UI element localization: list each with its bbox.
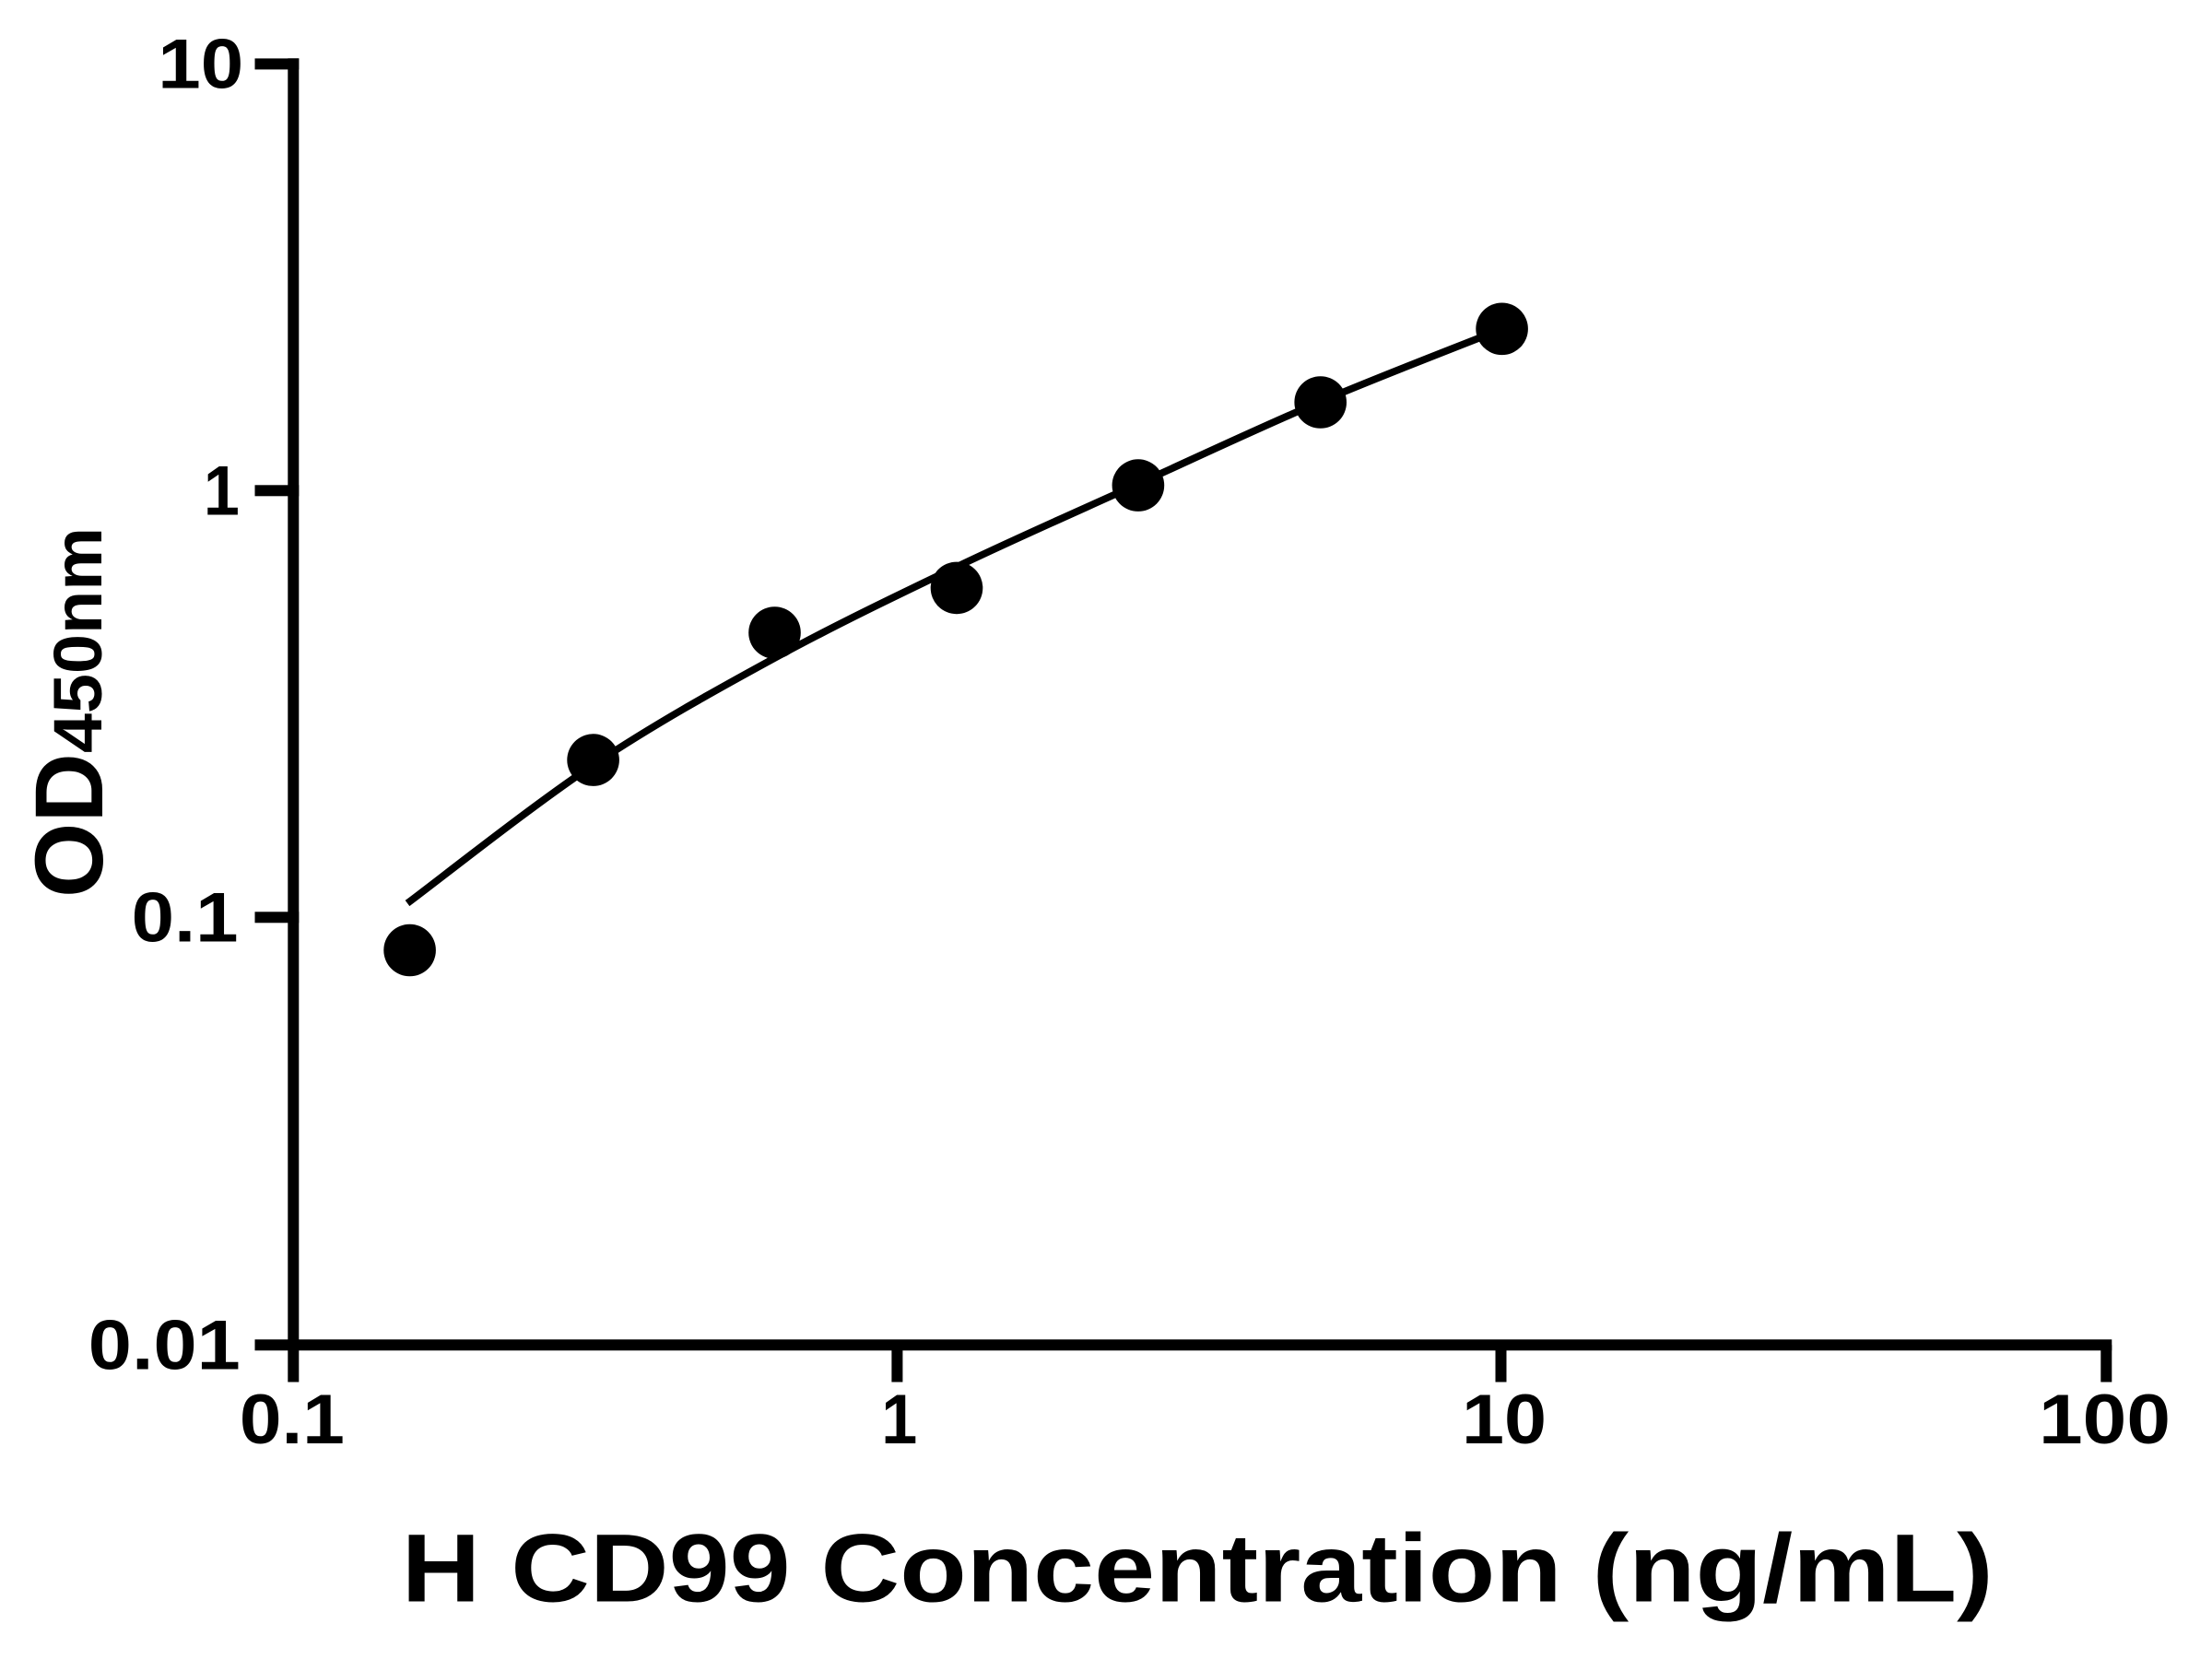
svg-text:OD: OD bbox=[16, 753, 124, 898]
svg-text:450nm: 450nm bbox=[40, 527, 116, 753]
svg-text:H CD99 Concentration (ng/mL): H CD99 Concentration (ng/mL) bbox=[402, 1515, 1994, 1623]
svg-text:10: 10 bbox=[1462, 1381, 1547, 1459]
svg-text:0.1: 0.1 bbox=[240, 1381, 345, 1459]
svg-text:1: 1 bbox=[204, 452, 240, 530]
svg-text:10: 10 bbox=[158, 25, 243, 103]
svg-text:0.01: 0.01 bbox=[88, 1306, 241, 1384]
svg-text:1: 1 bbox=[881, 1381, 917, 1459]
svg-text:0.1: 0.1 bbox=[132, 878, 239, 957]
svg-text:100: 100 bbox=[2039, 1381, 2171, 1459]
